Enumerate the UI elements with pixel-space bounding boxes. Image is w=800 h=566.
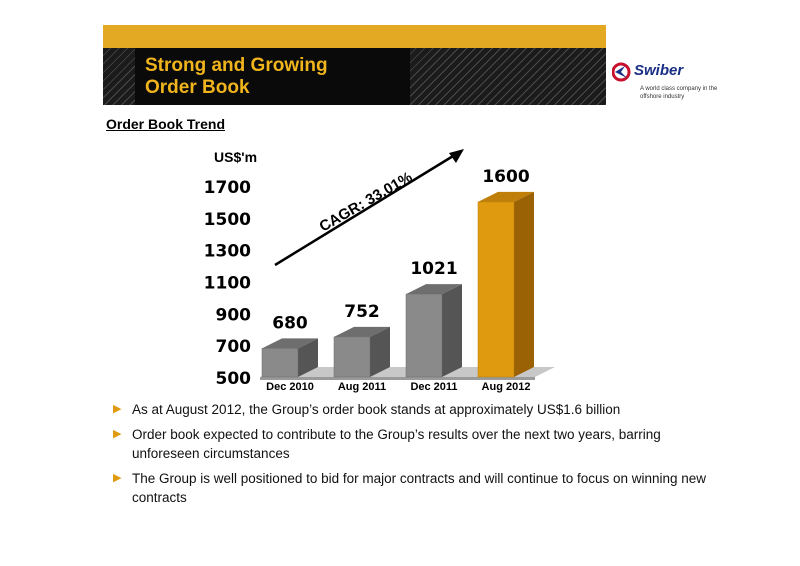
page-title: Strong and Growing Order Book [145,55,328,99]
bullet-text: Order book expected to contribute to the… [132,427,661,461]
brand-tagline: A world class company in the offshore in… [640,86,718,100]
bar-series: 680 752 1021 1600 [261,167,534,378]
bar-top [262,338,318,349]
x-axis-labels: Dec 2010 Aug 2011 Dec 2011 Aug 2012 [266,381,530,393]
bullet-text: The Group is well positioned to bid for … [132,471,707,505]
bullet-text: As at August 2012, the Group’s order boo… [132,402,621,417]
chart-subtitle: Order Book Trend [106,116,226,132]
title-box [135,48,410,105]
bar [261,348,299,378]
title-line-1: Strong and Growing [145,55,328,76]
swiber-logo-icon [612,62,631,82]
bar-top [334,326,390,337]
cagr-arrowhead-icon [449,149,464,163]
y-tick-label: 1300 [204,242,251,262]
bullet-item: ▶ Order book expected to contribute to th… [113,425,713,463]
x-tick-label: Dec 2011 [410,381,457,393]
bar-top [406,284,462,295]
y-tick-label: 900 [216,305,252,325]
bullet-arrow-icon: ▶ [113,428,122,440]
bullet-arrow-icon: ▶ [113,403,122,415]
bar-side [442,284,462,377]
bar-top [478,191,534,202]
brand-name: Swiber [634,62,684,79]
bar-side [514,191,534,377]
x-tick-label: Aug 2012 [482,381,531,393]
bullet-item: ▶ As at August 2012, the Group’s order bo… [113,400,713,419]
bar-value-label: 1600 [482,167,529,187]
bar-group: 680 [261,313,318,378]
bullet-list: ▶ As at August 2012, the Group’s order bo… [113,400,713,513]
bar-group: 1600 [477,167,534,378]
bar [477,201,515,378]
bar-value-label: 752 [344,302,380,322]
floor-edge [260,377,535,380]
x-tick-label: Dec 2010 [266,381,314,393]
bar-value-label: 680 [272,313,308,333]
y-axis-label: US$'m [214,149,257,165]
y-tick-label: 1500 [204,210,251,230]
order-book-chart: US$'m 500 700 900 1100 1300 1500 1700 680 752 10… [204,149,555,393]
cagr-arrow [274,151,459,267]
bar-side [298,338,318,377]
bar-value-label: 1021 [410,259,457,279]
bar [333,336,371,378]
bar-group: 752 [333,302,390,378]
bar-group: 1021 [405,259,462,378]
title-line-2: Order Book [145,77,250,98]
y-tick-label: 1100 [204,274,251,294]
y-axis-ticks: 500 700 900 1100 1300 1500 1700 [204,178,251,389]
cagr-label: CAGR: 33.01% [317,169,416,236]
y-tick-label: 700 [216,337,252,357]
cagr-annotation: CAGR: 33.01% [274,149,464,267]
bar-side [370,326,390,377]
y-tick-label: 1700 [204,178,251,198]
bullet-item: ▶ The Group is well positioned to bid for… [113,469,713,507]
bullet-arrow-icon: ▶ [113,472,122,484]
x-tick-label: Aug 2011 [338,381,386,393]
bar [405,293,443,378]
y-tick-label: 500 [216,369,252,389]
